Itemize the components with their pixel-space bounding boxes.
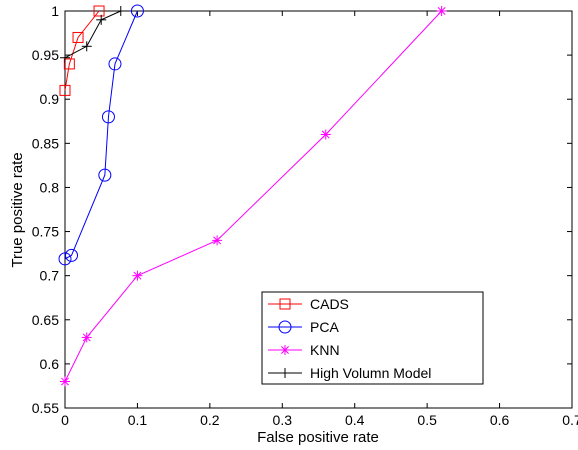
data-point-knn [320, 129, 331, 140]
y-axis-label: True positive rate [9, 152, 26, 267]
series-line-cads [64, 10, 100, 91]
legend-entry-knn: KNN [268, 342, 340, 358]
data-point-pca [98, 168, 112, 182]
y-tick-label: 1 [51, 3, 59, 19]
data-point-high-volumn-model [60, 52, 70, 63]
series-layer [58, 4, 447, 387]
data-point-high-volumn-model [81, 41, 92, 52]
y-tick-label: 0.85 [32, 135, 59, 151]
data-point-knn [60, 376, 70, 387]
series-line-high-volumn-model [64, 10, 121, 59]
y-axis: 0.55 0.6 0.65 0.7 0.75 0.8 0.85 0.9 0.95 1 [32, 3, 572, 416]
x-tick-label: 0.6 [490, 412, 510, 428]
y-tick-label: 0.55 [32, 400, 59, 416]
data-point-cads [72, 31, 84, 43]
data-point-knn [81, 332, 92, 343]
data-point-knn [212, 235, 223, 246]
x-tick-label: 0 [61, 412, 69, 428]
data-point-knn [132, 270, 143, 281]
data-point-high-volumn-model [115, 6, 126, 16]
data-point-knn [436, 6, 447, 16]
legend: CADS PCA KNN High Volumn Model [261, 291, 484, 385]
legend-marker-pca [278, 320, 292, 334]
legend-entry-pca: PCA [268, 319, 339, 335]
data-point-pca [58, 252, 72, 266]
legend-marker-cads [279, 298, 291, 310]
x-tick-label: 0.3 [273, 412, 293, 428]
legend-entry-high-volumn-model: High Volumn Model [268, 365, 431, 381]
data-point-cads [59, 84, 71, 96]
x-tick-label: 0.2 [200, 412, 220, 428]
series-cads [59, 5, 105, 96]
x-tick-label: 0.7 [562, 412, 578, 428]
series-pca [58, 4, 144, 266]
data-point-pca [101, 110, 115, 124]
legend-box [261, 291, 484, 385]
series-knn [60, 6, 447, 387]
y-tick-label: 0.7 [40, 268, 60, 284]
y-tick-label: 0.95 [32, 47, 59, 63]
data-point-pca [65, 248, 79, 262]
data-point-cads [93, 5, 105, 17]
legend-entry-cads: CADS [268, 296, 349, 312]
data-point-high-volumn-model [96, 14, 107, 25]
x-tick-label: 0.1 [128, 412, 148, 428]
y-tick-label: 0.75 [32, 224, 59, 240]
legend-marker-knn [280, 345, 290, 355]
y-tick-label: 0.8 [40, 179, 60, 195]
y-tick-label: 0.9 [40, 91, 60, 107]
x-tick-label: 0.4 [345, 412, 365, 428]
data-point-cads [63, 58, 75, 70]
series-line-knn [64, 10, 442, 382]
series-high-volumn-model [60, 6, 126, 63]
legend-label: PCA [310, 319, 339, 335]
x-axis-label: False positive rate [257, 429, 379, 446]
y-tick-label: 0.6 [40, 356, 60, 372]
legend-label: KNN [310, 342, 340, 358]
legend-label: High Volumn Model [310, 365, 431, 381]
legend-marker-high-volumn-model [280, 368, 290, 378]
data-point-pca [108, 57, 122, 71]
x-tick-label: 0.5 [417, 412, 437, 428]
x-axis: 0 0.1 0.2 0.3 0.4 0.5 0.6 0.7 [61, 11, 578, 428]
data-point-pca [130, 4, 144, 18]
legend-label: CADS [310, 296, 349, 312]
y-tick-label: 0.65 [32, 312, 59, 328]
